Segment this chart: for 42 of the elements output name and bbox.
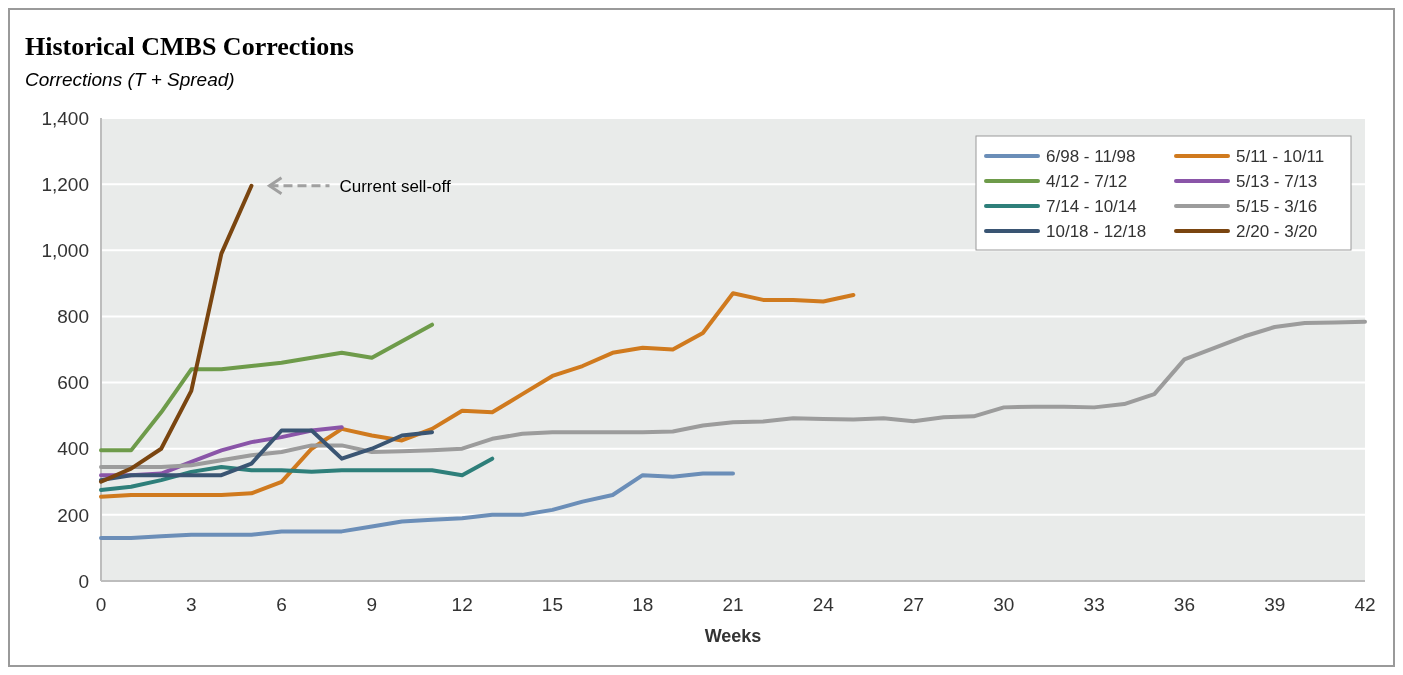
legend-label: 6/98 - 11/98 (1046, 146, 1136, 166)
chart-title: Historical CMBS Corrections (25, 32, 354, 61)
x-tick-label: 18 (632, 594, 654, 615)
y-tick-label: 1,000 (41, 239, 89, 261)
y-tick-label: 600 (57, 372, 89, 394)
legend-label: 5/13 - 7/13 (1236, 171, 1318, 191)
x-tick-label: 30 (993, 594, 1015, 615)
legend-label: 5/11 - 10/11 (1236, 146, 1325, 166)
line-series (99, 428, 435, 483)
x-tick-label: 33 (1083, 594, 1105, 615)
chart-subtitle: Corrections (T + Spread) (25, 69, 235, 90)
x-tick-label: 39 (1264, 594, 1286, 615)
x-tick-label: 24 (812, 594, 835, 615)
legend-label: 7/14 - 10/14 (1046, 196, 1137, 216)
line-series (99, 456, 495, 493)
x-axis-title: Weeks (704, 626, 762, 646)
x-tick-label: 9 (366, 594, 378, 615)
x-tick-label: 42 (1354, 594, 1376, 615)
legend-label: 2/20 - 3/20 (1236, 221, 1318, 241)
x-tick-label: 36 (1173, 594, 1195, 615)
x-tick-label: 6 (276, 594, 287, 615)
x-tick-label: 15 (541, 594, 563, 615)
y-tick-label: 1,200 (41, 173, 89, 195)
y-tick-label: 0 (78, 570, 89, 592)
x-tick-label: 21 (722, 594, 744, 615)
line-series (99, 183, 254, 484)
x-tick-label: 27 (903, 594, 925, 615)
y-tick-label: 400 (57, 438, 89, 460)
y-tick-label: 1,400 (41, 107, 89, 129)
line-series (99, 471, 735, 541)
y-tick-label: 800 (57, 306, 89, 328)
x-tick-label: 0 (95, 594, 107, 615)
x-tick-label: 12 (451, 594, 473, 615)
line-series (99, 322, 435, 453)
legend-label: 10/18 - 12/18 (1046, 221, 1147, 241)
legend-label: 5/15 - 3/16 (1236, 196, 1318, 216)
line-series (99, 319, 1367, 469)
y-tick-label: 200 (57, 504, 89, 526)
x-tick-label: 3 (186, 594, 197, 615)
annotation: Current sell-off (339, 176, 451, 196)
legend-label: 4/12 - 7/12 (1046, 171, 1128, 191)
line-series (99, 291, 856, 499)
